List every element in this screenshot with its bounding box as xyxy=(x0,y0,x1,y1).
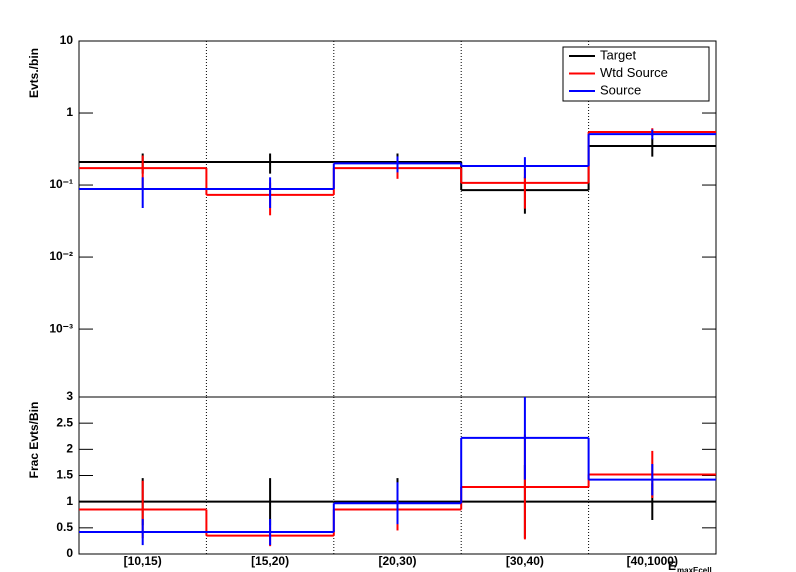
x-axis-title-subscript: maxEcell xyxy=(677,566,712,572)
y-tick-label: 10⁻² xyxy=(49,249,73,263)
y-tick-label: 10⁻³ xyxy=(49,321,73,335)
x-tick-label: [15,20) xyxy=(251,554,289,568)
y-tick-label: 0 xyxy=(66,546,73,560)
y-tick-label: 10 xyxy=(60,33,74,47)
y-axis-title: Evts./bin xyxy=(27,48,41,98)
y-axis-title: Frac Evts/Bin xyxy=(27,402,41,479)
y-tick-label: 1.5 xyxy=(56,468,73,482)
legend-label: Source xyxy=(600,82,641,97)
x-tick-label: [30,40) xyxy=(506,554,544,568)
y-tick-label: 0.5 xyxy=(56,520,73,534)
x-tick-label: [10,15) xyxy=(124,554,162,568)
y-tick-label: 3 xyxy=(66,389,73,403)
x-tick-label: [20,30) xyxy=(378,554,416,568)
y-tick-label: 1 xyxy=(66,494,73,508)
legend-label: Target xyxy=(600,47,637,62)
y-tick-label: 10⁻¹ xyxy=(49,177,73,191)
legend-label: Wtd Source xyxy=(600,65,668,80)
y-tick-label: 2 xyxy=(66,442,73,456)
x-axis-title: E xyxy=(668,559,676,572)
y-tick-label: 1 xyxy=(66,105,73,119)
x-tick-label: [40,1000) xyxy=(627,554,678,568)
y-tick-label: 2.5 xyxy=(56,415,73,429)
